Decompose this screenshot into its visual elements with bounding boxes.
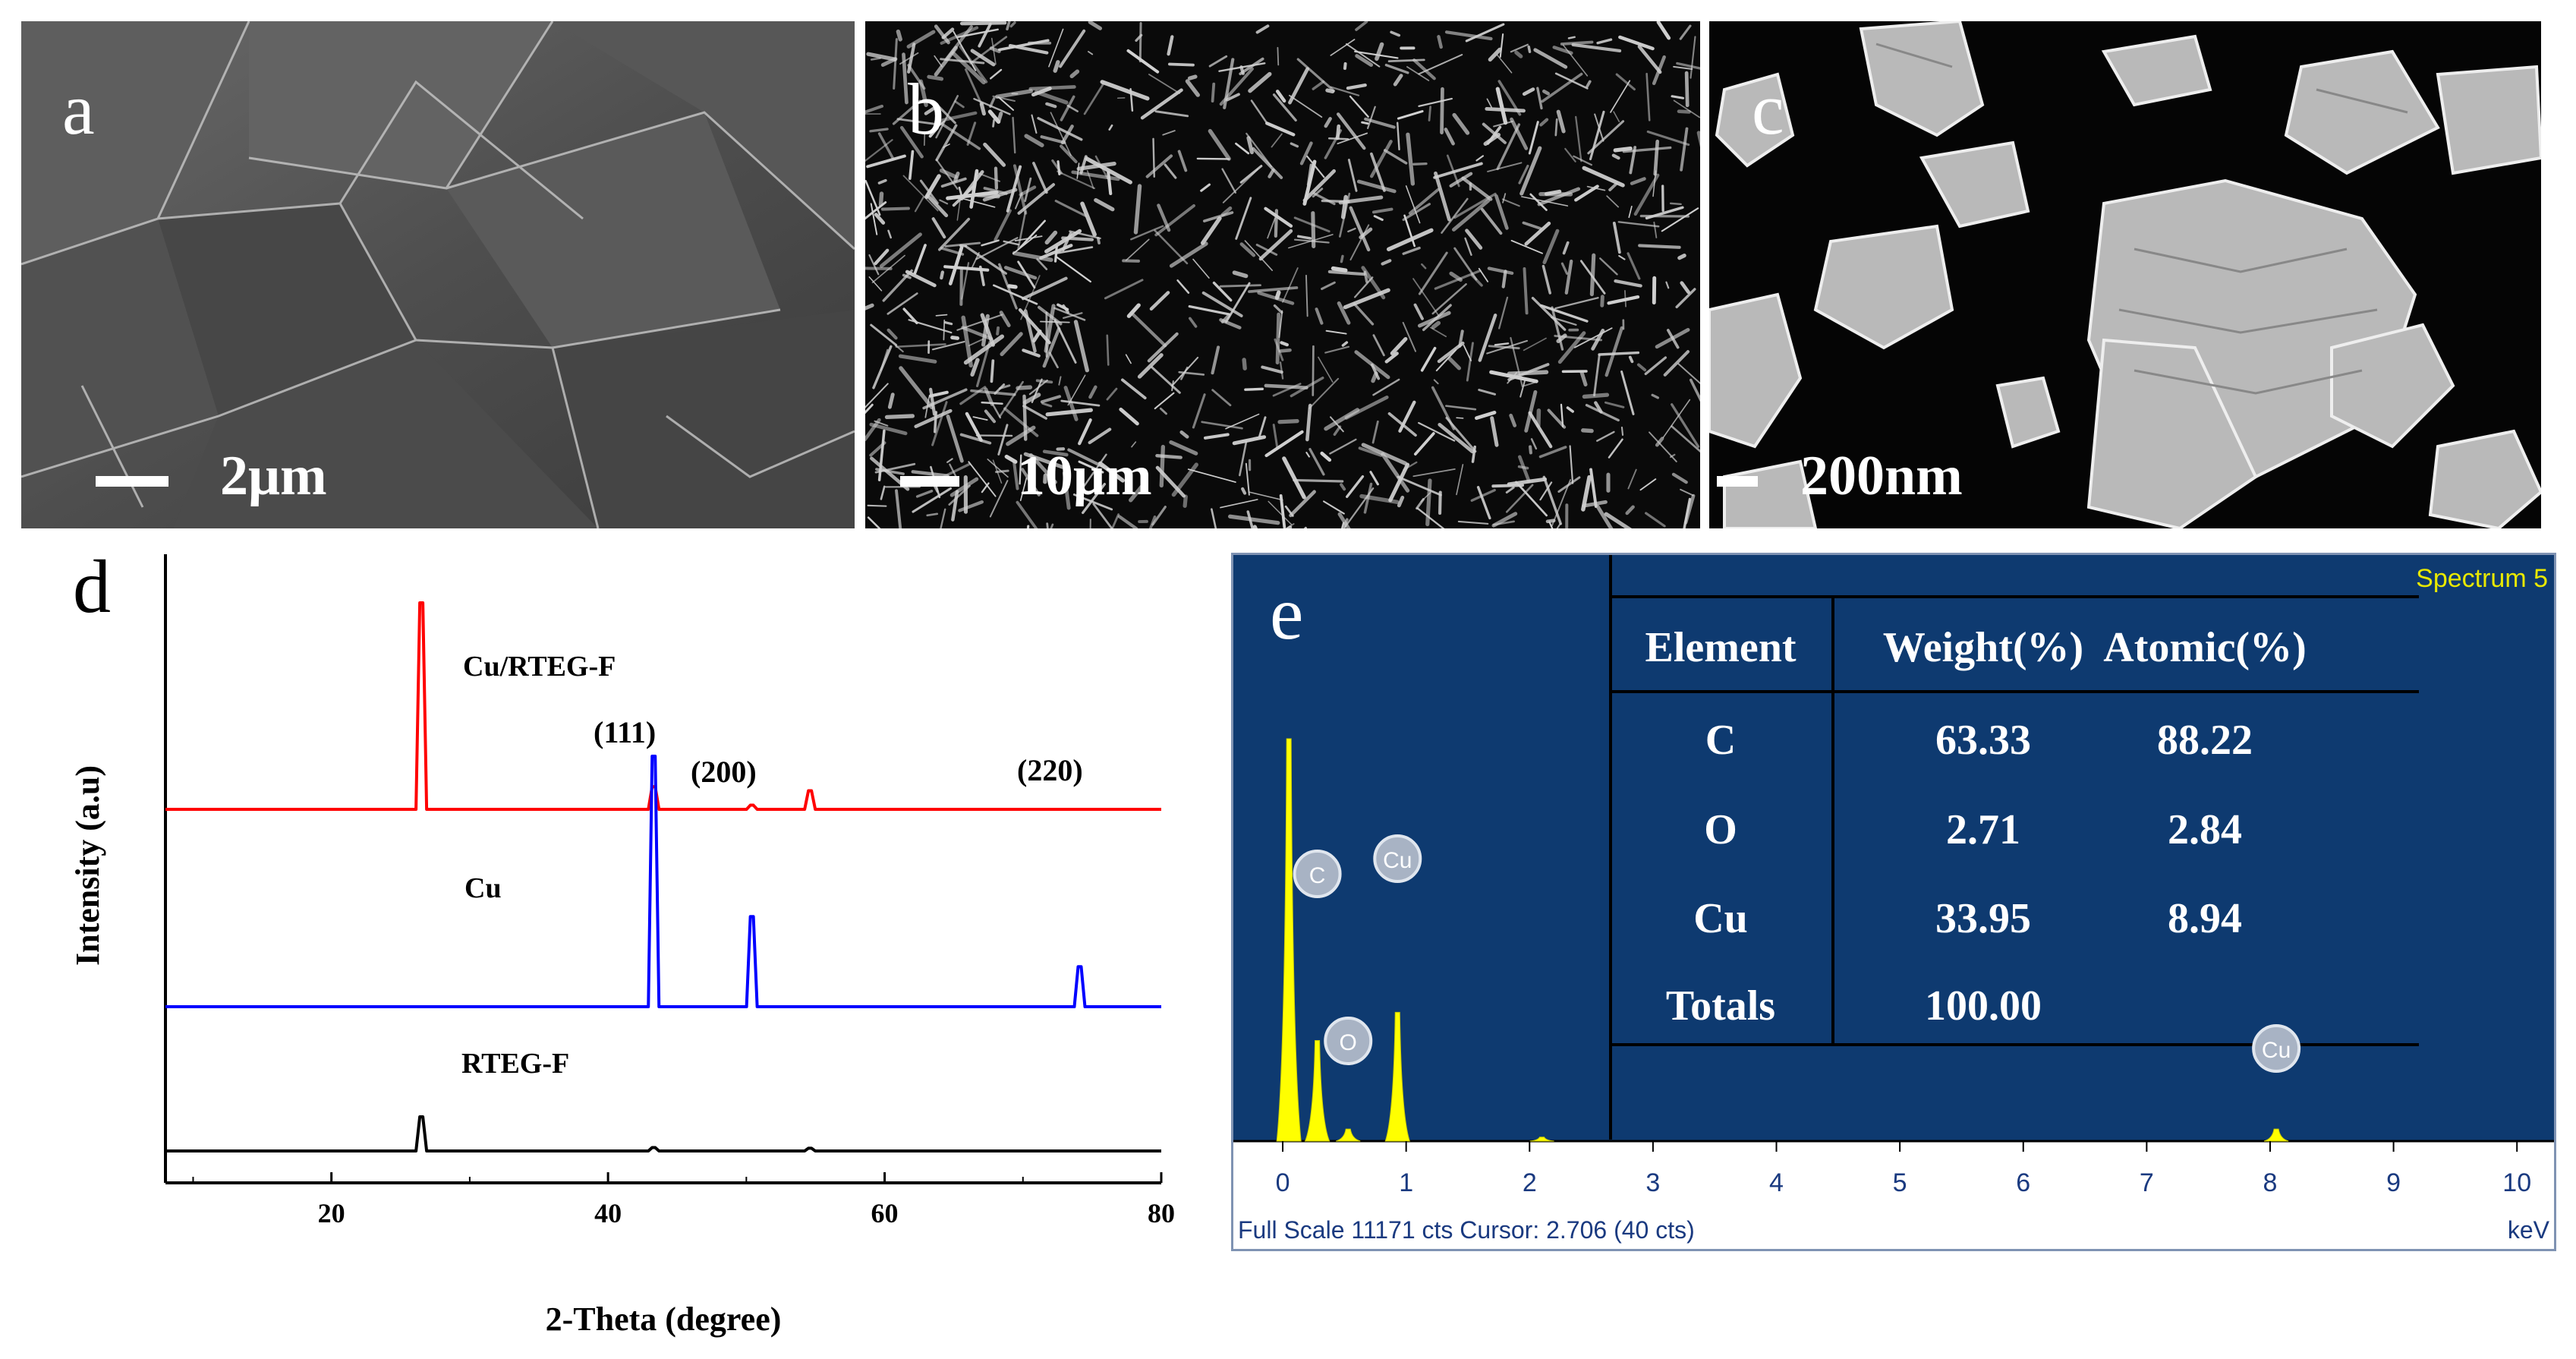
edx-chart: e Spectrum 5 Element Weight(%) Atomic(%) C 6…: [1233, 555, 2554, 1249]
table-cell: 63.33: [1935, 717, 2031, 764]
x-tick-label: 80: [1148, 1198, 1175, 1228]
spectrum-tick-label: 3: [1645, 1168, 1660, 1197]
element-marker-label: Cu: [1383, 848, 1412, 873]
spectrum-tick-label: 4: [1769, 1168, 1784, 1197]
annotation-111: (111): [594, 715, 656, 749]
element-marker: [1293, 850, 1342, 898]
table-cell: 88.22: [2157, 717, 2253, 764]
y-axis-title: Intensity (a.u): [69, 765, 106, 966]
table-header: Atomic(%): [2103, 624, 2306, 671]
scale-label-a: 2μm: [220, 445, 327, 507]
panel-label-a: a: [62, 68, 95, 150]
table-cell: 100.00: [1925, 982, 2042, 1029]
x-tick-label: 40: [594, 1198, 622, 1228]
table-cell: Cu: [1693, 895, 1748, 942]
element-marker: [1373, 834, 1422, 883]
x-tick-label: 20: [318, 1198, 345, 1228]
table-cell: Totals: [1666, 982, 1775, 1029]
sem-texture-a: [21, 21, 855, 528]
sem-texture-b: [865, 21, 1700, 528]
spectrum-tick-label: 6: [2016, 1168, 2030, 1197]
x-axis-title: 2-Theta (degree): [546, 1301, 782, 1338]
annotation-220: (220): [1017, 753, 1083, 787]
spectrum-peak: [1276, 738, 1302, 1142]
spectrum-tick-label: 5: [1893, 1168, 1907, 1197]
x-tick-label: 60: [871, 1198, 899, 1228]
xrd-series-line: [165, 601, 1161, 811]
element-marker-label: C: [1309, 863, 1326, 888]
spectrum-tick-label: 0: [1276, 1168, 1290, 1197]
spectrum-peak: [1529, 1137, 1554, 1142]
table-cell: 33.95: [1935, 895, 2031, 942]
spectrum-tick-label: 7: [2140, 1168, 2154, 1197]
xrd-series-line: [165, 755, 1161, 1008]
panel-label-e: e: [1270, 571, 1303, 655]
spectrum-tick-label: 10: [2502, 1168, 2531, 1197]
table-cell: O: [1704, 806, 1737, 853]
scale-bar-c: [1717, 476, 1758, 487]
element-marker: [1324, 1017, 1373, 1065]
spectrum-peak: [1384, 1011, 1410, 1142]
spectrum-title: Spectrum 5: [2416, 564, 2548, 593]
table-header: Element: [1645, 624, 1796, 671]
element-marker-label: Cu: [2262, 1038, 2291, 1063]
xrd-series-line: [165, 1115, 1161, 1152]
table-header: Weight(%): [1883, 624, 2083, 671]
spectrum-tick-label: 2: [1523, 1168, 1537, 1197]
scale-label-c: 200nm: [1800, 445, 1963, 507]
sem-texture-c: [1709, 21, 2541, 528]
series-label-cu-rteg-f: Cu/RTEG-F: [463, 651, 616, 683]
sem-image-c: c 200nm: [1709, 21, 2541, 528]
table-cell: 2.84: [2168, 806, 2242, 853]
scale-bar-b: [900, 476, 959, 487]
table-cell: 2.71: [1946, 806, 2020, 853]
spectrum-tick-label: 8: [2263, 1168, 2278, 1197]
panel-label-c: c: [1752, 68, 1784, 150]
element-marker-label: O: [1340, 1030, 1357, 1055]
spectrum-peak: [2263, 1128, 2289, 1142]
xrd-chart: d 20 40 60 80 Cu/RTEG-F Cu RTEG-F (111) (20…: [58, 539, 1181, 1359]
scale-label-b: 10μm: [1017, 445, 1152, 507]
sem-image-b: b 10μm: [865, 21, 1700, 528]
sem-image-a: a 2μm: [21, 21, 855, 528]
panel-label-d: d: [73, 544, 111, 629]
spectrum-unit: keV: [2508, 1216, 2550, 1244]
series-label-cu: Cu: [464, 872, 502, 904]
spectrum-axis-strip: [1233, 1141, 2554, 1249]
scale-bar-a: [96, 476, 168, 487]
spectrum-peak: [1304, 1040, 1331, 1142]
element-marker: [2252, 1024, 2301, 1073]
series-label-rteg-f: RTEG-F: [461, 1048, 569, 1080]
spectrum-tick-label: 9: [2386, 1168, 2401, 1197]
spectrum-footer: Full Scale 11171 cts Cursor: 2.706 (40 c…: [1238, 1216, 1695, 1244]
edx-panel: e Spectrum 5 Element Weight(%) Atomic(%) C 6…: [1231, 553, 2556, 1251]
spectrum-tick-label: 1: [1399, 1168, 1413, 1197]
table-cell: C: [1705, 717, 1736, 764]
panel-label-b: b: [908, 68, 944, 150]
spectrum-peak: [1336, 1128, 1361, 1142]
table-cell: 8.94: [2168, 895, 2242, 942]
annotation-200: (200): [691, 755, 757, 789]
